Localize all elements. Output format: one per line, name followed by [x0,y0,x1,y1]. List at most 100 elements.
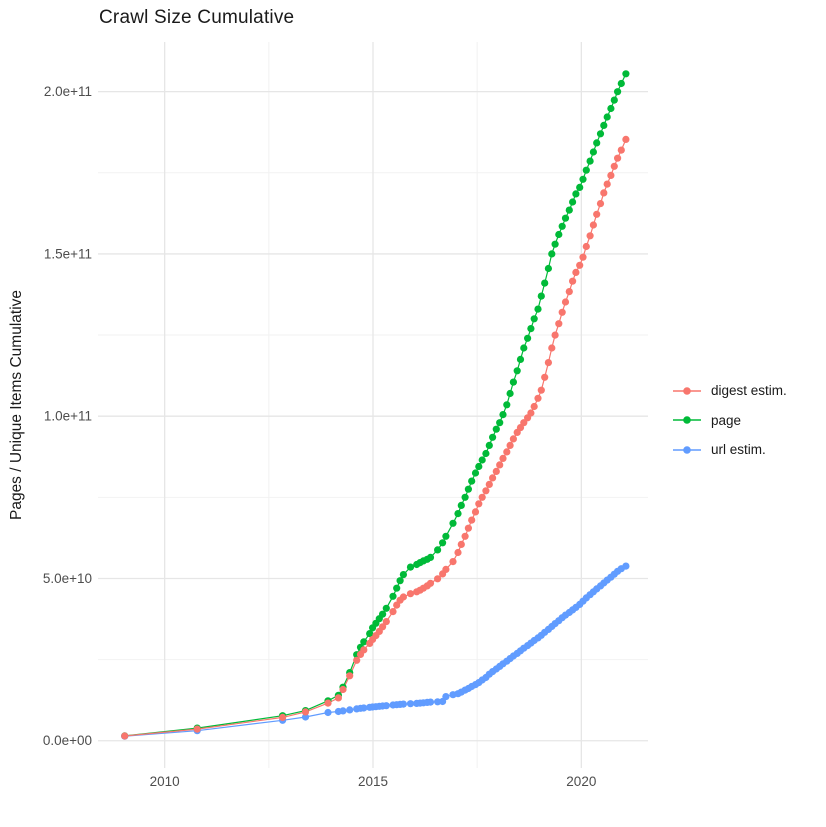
data-point-page [593,139,601,147]
data-point-url-estim- [442,693,450,701]
data-point-page [565,206,573,214]
data-point-page [360,638,368,646]
data-point-page [434,546,442,554]
data-point-digest-estim- [389,608,397,616]
data-point-page [496,419,504,427]
data-point-digest-estim- [193,725,201,733]
data-point-page [603,113,611,121]
data-point-digest-estim- [279,713,287,722]
data-point-page [537,292,545,300]
data-point-page [464,485,472,493]
data-point-digest-estim- [382,618,390,626]
data-point-page [471,469,480,477]
data-point-page [617,79,625,88]
data-point-page [442,532,450,540]
data-point-digest-estim- [360,646,368,654]
data-point-digest-estim- [496,461,504,469]
data-point-digest-estim- [607,171,615,179]
data-point-url-estim- [622,562,630,570]
data-point-page [399,571,407,579]
series-points [121,70,630,740]
data-point-digest-estim- [457,540,465,549]
data-point-digest-estim- [324,699,332,707]
data-point-digest-estim- [558,308,566,316]
data-point-page [548,250,556,258]
data-point-page [406,563,415,571]
data-point-url-estim- [360,704,368,712]
series-line-url-estim- [124,565,627,737]
data-point-digest-estim- [551,331,559,339]
data-point-digest-estim- [586,232,594,240]
legend-item-page: page [672,406,787,436]
data-point-digest-estim- [454,548,462,557]
data-point-page [579,175,587,183]
data-point-page [454,509,462,518]
data-point-digest-estim- [489,474,497,482]
data-point-url-estim- [346,706,354,714]
data-point-digest-estim- [530,402,538,411]
data-point-page [520,344,528,352]
data-point-digest-estim- [603,180,611,188]
data-point-digest-estim- [499,454,507,462]
data-point-digest-estim- [572,268,580,276]
data-point-digest-estim- [537,386,545,394]
data-point-page [513,367,521,375]
data-point-page [561,214,570,222]
data-point-page [527,325,535,333]
data-point-digest-estim- [610,162,618,170]
data-point-url-estim- [399,700,407,708]
data-point-digest-estim- [406,590,415,598]
data-point-digest-estim- [555,320,563,328]
data-point-digest-estim- [468,516,476,524]
data-point-page [589,148,598,156]
data-point-page [576,183,584,191]
data-point-page [534,305,542,313]
data-point-page [586,157,594,165]
data-point-digest-estim- [544,359,553,367]
data-point-page [426,553,435,562]
data-point-digest-estim- [399,593,407,601]
y-tick-label: 1.0e+11 [44,409,92,424]
data-point-page [610,96,618,104]
data-point-url-estim- [324,708,332,717]
legend-key-page-line-dot-icon [673,416,701,425]
data-point-page [478,456,486,464]
legend-key-digest-line-dot-icon [673,386,701,395]
data-point-page [622,70,630,78]
data-point-page [600,121,608,129]
data-point-page [382,604,390,612]
data-point-digest-estim- [334,694,342,702]
data-point-page [393,584,401,592]
data-point-url-estim- [301,713,310,721]
data-point-digest-estim- [478,493,486,501]
data-point-page [379,610,387,618]
data-point-digest-estim- [346,672,354,680]
data-point-page [541,279,549,287]
data-point-url-estim- [382,702,390,710]
x-tick-label: 2015 [358,774,388,789]
data-point-page [461,493,469,501]
data-point-digest-estim- [541,373,549,381]
y-tick-label: 5.0e+10 [43,571,92,586]
y-axis-title: Pages / Unique Items Cumulative [8,289,25,521]
data-point-page [509,378,517,386]
data-point-page [614,88,622,96]
data-point-page [439,539,447,547]
data-point-digest-estim- [548,344,556,352]
data-point-page [396,577,404,585]
data-point-page [499,411,507,419]
data-point-page [582,166,590,174]
legend-item-url-estim: url estim. [672,435,787,465]
data-point-digest-estim- [301,708,310,716]
data-point-digest-estim- [475,500,483,508]
data-point-page [530,315,538,323]
data-point-digest-estim- [614,154,622,162]
data-point-digest-estim- [449,558,457,566]
data-point-page [569,198,577,206]
data-point-page [489,433,497,441]
data-point-page [457,501,465,509]
legend-label: digest estim. [711,383,787,399]
data-point-digest-estim- [506,441,514,449]
data-point-digest-estim- [582,242,590,251]
